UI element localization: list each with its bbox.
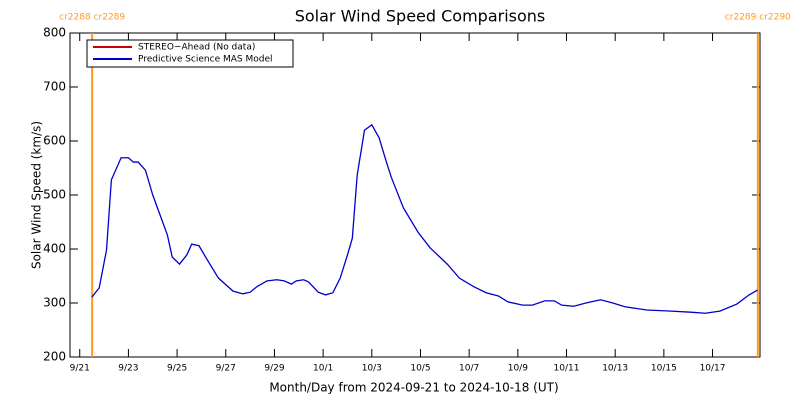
legend-label: STEREO−Ahead (No data) (138, 43, 255, 53)
x-tick-label: 9/23 (118, 364, 138, 374)
y-tick-label: 700 (43, 80, 66, 94)
x-tick-label: 9/21 (70, 364, 90, 374)
x-tick-label: 10/11 (554, 364, 580, 374)
legend-box (86, 39, 294, 68)
x-tick-label: 9/25 (167, 364, 187, 374)
legend-label: Predictive Science MAS Model (138, 55, 273, 65)
x-tick-label: 10/1 (313, 364, 333, 374)
y-tick-label: 200 (43, 350, 66, 364)
x-tick-label: 10/17 (700, 364, 726, 374)
x-tick-label: 10/15 (651, 364, 677, 374)
y-tick-label: 800 (43, 26, 66, 40)
y-axis-label: Solar Wind Speed (km/s) (30, 121, 44, 269)
x-tick-label: 10/3 (362, 364, 382, 374)
y-tick-label: 300 (43, 296, 66, 310)
x-tick-label: 9/29 (264, 364, 284, 374)
y-tick-label: 500 (43, 188, 66, 202)
carrington-label: cr2289 cr2290 (725, 13, 791, 23)
x-tick-label: 9/27 (216, 364, 236, 374)
y-tick-label: 400 (43, 242, 66, 256)
carrington-label: cr2288 cr2289 (59, 13, 125, 23)
y-tick-label: 600 (43, 134, 66, 148)
x-axis-label: Month/Day from 2024-09-21 to 2024-10-18 … (269, 381, 558, 395)
x-tick-label: 10/5 (410, 364, 430, 374)
series-line (91, 123, 758, 314)
x-tick-label: 10/13 (602, 364, 628, 374)
x-tick-label: 10/9 (508, 364, 528, 374)
x-tick-label: 10/7 (459, 364, 479, 374)
chart-title: Solar Wind Speed Comparisons (295, 7, 546, 26)
